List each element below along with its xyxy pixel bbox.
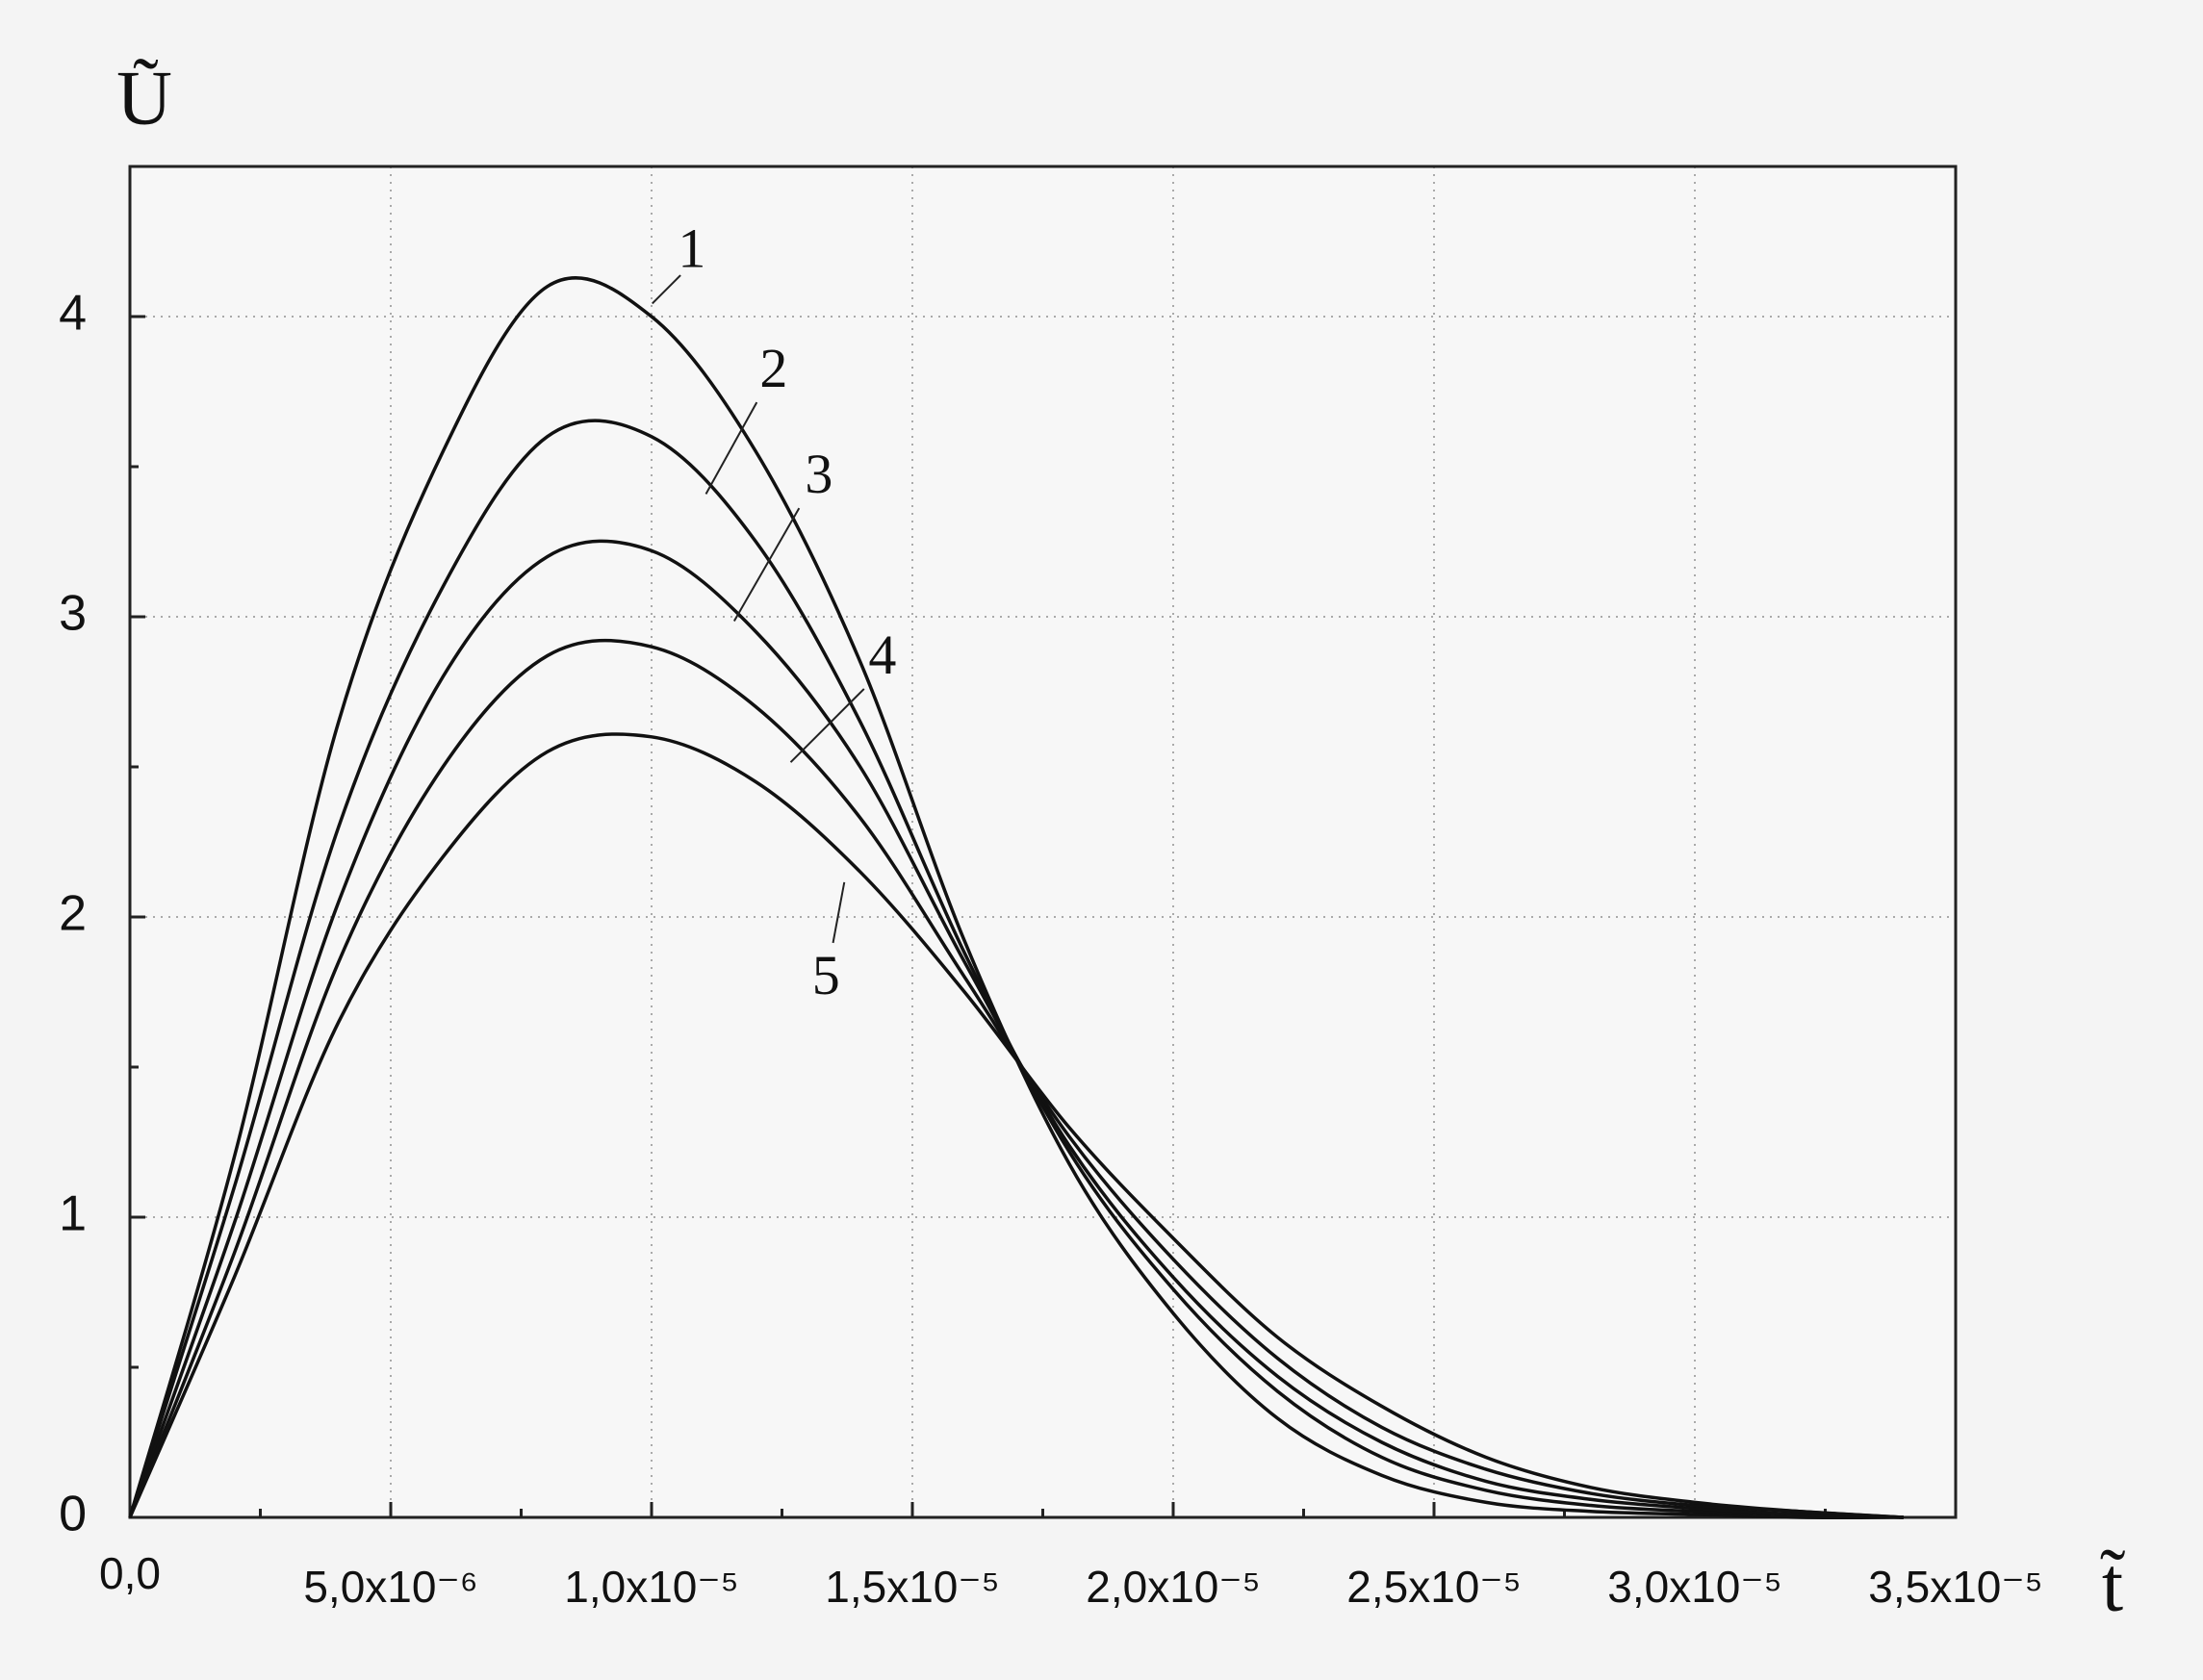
x-tick-label: 2,5x10⁻⁵ — [1346, 1562, 1521, 1612]
leader-line — [789, 688, 865, 763]
y-tick-label: 2 — [59, 886, 87, 942]
x-tick-label: 1,5x10⁻⁵ — [825, 1562, 999, 1612]
y-tick-label: 3 — [59, 586, 87, 642]
x-tick-label: 3,5x10⁻⁵ — [1868, 1562, 2042, 1612]
line-series — [128, 732, 1904, 1519]
line-series — [128, 539, 1904, 1519]
plot-area — [130, 166, 1956, 1517]
y-tick-label: 1 — [59, 1186, 87, 1242]
series-label: 2 — [759, 337, 787, 399]
series-label: 3 — [805, 443, 833, 505]
x-tick-label: 5,0x10⁻⁶ — [303, 1562, 477, 1612]
line-series — [128, 638, 1904, 1519]
series-label: 4 — [868, 624, 896, 686]
x-tick-label: 0,0 — [99, 1548, 161, 1598]
x-tick-label: 2,0x10⁻⁵ — [1086, 1562, 1260, 1612]
leader-line — [704, 401, 758, 495]
series-label: 5 — [812, 944, 840, 1006]
leader-line — [732, 507, 801, 622]
y-tick-label: 0 — [59, 1487, 87, 1542]
plot-frame — [128, 165, 1958, 1519]
y-axis-label: Ũ — [116, 56, 172, 140]
x-tick-label: 3,0x10⁻⁵ — [1607, 1562, 1781, 1612]
series-label: 1 — [678, 216, 705, 279]
x-tick-label: 1,0x10⁻⁵ — [564, 1562, 738, 1612]
leader-line — [832, 881, 846, 944]
y-tick-label: 4 — [59, 286, 87, 342]
line-series — [128, 419, 1904, 1519]
line-series — [128, 276, 1904, 1519]
x-axis-label: t̃ — [2100, 1542, 2126, 1627]
leader-line — [652, 274, 681, 305]
